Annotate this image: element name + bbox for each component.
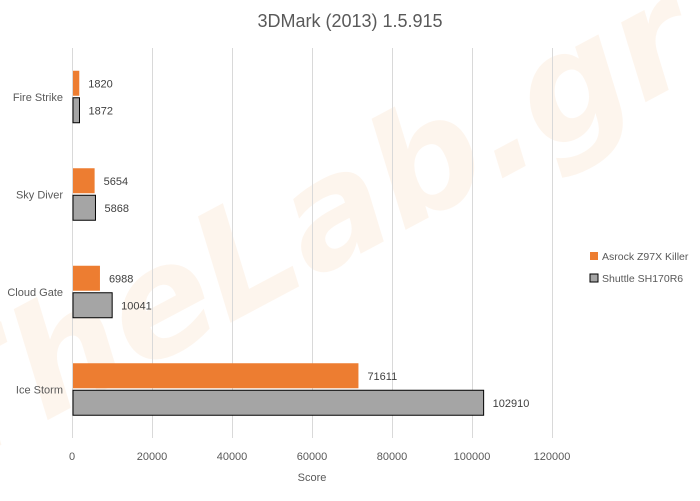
- bar: [73, 363, 359, 389]
- bar: [72, 97, 80, 124]
- x-tick-label: 40000: [217, 451, 248, 463]
- data-label: 102910: [493, 398, 530, 410]
- chart-title: 3DMark (2013) 1.5.915: [257, 11, 442, 31]
- x-tick-label: 100000: [454, 451, 491, 463]
- category-label: Ice Storm: [16, 384, 63, 396]
- legend: Asrock Z97X Killer Shuttle SH170R6: [589, 251, 689, 285]
- gridlines: [72, 48, 553, 438]
- x-axis-title: Score: [298, 472, 327, 484]
- data-label: 5654: [104, 176, 128, 188]
- legend-label: Shuttle SH170R6: [602, 273, 683, 285]
- category-label: Sky Diver: [16, 189, 63, 201]
- legend-label: Asrock Z97X Killer: [602, 251, 689, 263]
- x-tick-label: 60000: [297, 451, 328, 463]
- x-tick-labels: 0 20000 40000 60000 80000 100000 120000: [69, 451, 570, 463]
- bar: [73, 265, 100, 291]
- bar: [72, 194, 96, 221]
- x-tick-label: 120000: [534, 451, 571, 463]
- x-tick-label: 20000: [137, 451, 168, 463]
- legend-swatch: [589, 273, 599, 283]
- category-label: Cloud Gate: [7, 287, 63, 299]
- data-label: 1820: [88, 78, 112, 90]
- category-labels: Fire Strike Sky Diver Cloud Gate Ice Storm: [7, 92, 63, 397]
- data-label: 71611: [367, 371, 397, 383]
- x-tick-label: 80000: [377, 451, 408, 463]
- bars: [72, 70, 485, 416]
- bar: [73, 168, 95, 194]
- bar: [72, 389, 485, 416]
- data-label: 6988: [109, 273, 133, 285]
- legend-swatch: [590, 252, 598, 260]
- data-label: 10041: [121, 300, 152, 312]
- data-label: 5868: [104, 203, 128, 215]
- bar: [72, 292, 113, 319]
- bar: [73, 70, 80, 96]
- x-tick-label: 0: [69, 451, 75, 463]
- data-label: 1872: [88, 105, 112, 117]
- category-label: Fire Strike: [13, 92, 63, 104]
- data-labels: 1820 1872 5654 5868 6988 10041 71611 102910: [88, 78, 529, 410]
